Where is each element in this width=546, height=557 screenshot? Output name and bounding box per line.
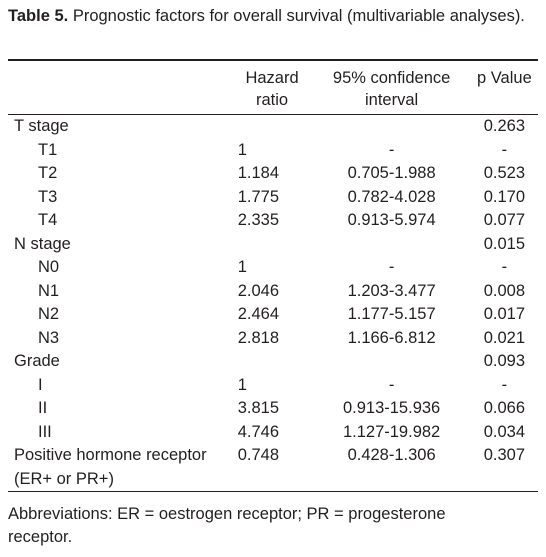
table-cell: - xyxy=(388,375,395,394)
table-cell: Grade xyxy=(8,350,232,374)
table-row: N1 2.046 1.203-3.477 0.008 xyxy=(8,280,538,304)
table-cell: 0.077 xyxy=(483,211,526,229)
table-cell xyxy=(312,115,470,139)
table-cell: 0.021 xyxy=(483,328,526,347)
table: Hazard ratio 95% confidence interval p V… xyxy=(8,59,538,492)
table-cell: T4 xyxy=(38,211,58,229)
table-cell: - xyxy=(501,140,508,159)
table-cell: 2.046 xyxy=(237,281,280,300)
table-cell: N stage xyxy=(8,233,232,257)
table-cell: 0.913-15.936 xyxy=(342,399,441,417)
table-cell: 1 xyxy=(237,375,247,394)
table-cell: T1 xyxy=(38,140,58,159)
table-cell xyxy=(312,350,470,374)
table-cell: T2 xyxy=(38,164,58,182)
table-cell xyxy=(312,233,470,257)
row-label: T stage xyxy=(14,117,69,135)
table-cell: 4.746 xyxy=(237,422,280,441)
table-cell: 1 xyxy=(237,258,247,276)
table-row: N stage 0.015 xyxy=(8,233,538,257)
table-cell: 1.203-3.477 xyxy=(347,281,436,300)
table-row: N3 2.818 1.166-6.812 0.021 xyxy=(8,327,538,351)
table-cell: 1.184 xyxy=(237,164,280,182)
caption-label: Table 5. xyxy=(8,7,69,25)
table-cell: 2.335 xyxy=(237,211,280,229)
table-cell xyxy=(232,350,313,374)
table-cell: II xyxy=(38,399,48,417)
table-cell: 0.034 xyxy=(483,422,526,441)
table-cell: - xyxy=(501,375,508,394)
table-cell: I xyxy=(38,375,43,394)
table-cell: Positive hormone receptor (ER+ or PR+) xyxy=(8,444,232,492)
table-cell: 0.782-4.028 xyxy=(347,187,436,206)
table-row: T3 1.775 0.782-4.028 0.170 xyxy=(8,186,538,210)
table-cell: N1 xyxy=(38,281,60,300)
table-cell: 0.170 xyxy=(483,187,526,206)
table-cell: 0.093 xyxy=(483,352,526,370)
row-label: Positive hormone receptor (ER+ or PR+) xyxy=(14,446,207,488)
table-cell: 1.775 xyxy=(237,187,280,206)
table-cell: 0.913-5.974 xyxy=(347,211,436,229)
header-row: Hazard ratio 95% confidence interval p V… xyxy=(8,60,538,115)
caption-text: Prognostic factors for overall survival … xyxy=(72,7,525,25)
table-cell: 1.177-5.157 xyxy=(347,305,436,323)
table-cell: 0.263 xyxy=(483,117,526,135)
table-row: T1 1 - - xyxy=(8,139,538,163)
table-cell: 0.705-1.988 xyxy=(347,164,436,182)
table-row: T2 1.184 0.705-1.988 0.523 xyxy=(8,162,538,186)
row-label: Grade xyxy=(14,352,60,370)
table-cell: 0.523 xyxy=(483,164,526,182)
table-cell: T3 xyxy=(38,187,58,206)
table-row: I 1 - - xyxy=(8,374,538,398)
table-cell: 2.818 xyxy=(237,328,280,347)
table-cell: 0.428-1.306 xyxy=(347,446,436,464)
table-cell: N2 xyxy=(38,305,60,323)
table-row: T4 2.335 0.913-5.974 0.077 xyxy=(8,209,538,233)
table-cell: - xyxy=(388,140,395,159)
table-row: Positive hormone receptor (ER+ or PR+) 0.… xyxy=(8,444,538,492)
table-cell: N0 xyxy=(38,258,60,276)
footnote: Abbreviations: ER = oestrogen receptor; … xyxy=(8,505,446,546)
table-row: N2 2.464 1.177-5.157 0.017 xyxy=(8,303,538,327)
header-cell xyxy=(8,60,232,115)
header-text: Hazard ratio xyxy=(245,69,299,109)
table-cell: III xyxy=(38,422,52,441)
table-cell: - xyxy=(388,258,395,276)
table-cell: 0.307 xyxy=(483,446,526,464)
header-text: 95% confidence interval xyxy=(332,69,451,109)
table-row: Grade 0.093 xyxy=(8,350,538,374)
table-cell: 1.166-6.812 xyxy=(347,328,436,347)
table-caption: Table 5. Prognostic factors for overall … xyxy=(8,6,538,27)
table-cell: 0.748 xyxy=(237,446,280,464)
table-row: II 3.815 0.913-15.936 0.066 xyxy=(8,397,538,421)
table-cell: 1.127-19.982 xyxy=(342,422,441,441)
table-cell: 2.464 xyxy=(237,305,280,323)
table-cell: 1 xyxy=(237,140,247,159)
table-cell: 0.015 xyxy=(483,234,526,253)
table-cell: 3.815 xyxy=(237,399,280,417)
table-cell: - xyxy=(501,258,508,276)
header-cell: 95% confidence interval xyxy=(312,60,471,115)
header-cell: Hazard ratio xyxy=(231,60,313,115)
table-cell xyxy=(232,115,313,139)
row-label: N stage xyxy=(14,234,71,253)
table-cell: T stage xyxy=(8,115,232,139)
table-cell: 0.008 xyxy=(483,281,526,300)
table-cell: 0.066 xyxy=(483,399,526,417)
table-row: T stage 0.263 xyxy=(8,115,538,139)
table-row: N0 1 - - xyxy=(8,256,538,280)
table-row: III 4.746 1.127-19.982 0.034 xyxy=(8,421,538,445)
table-cell: 0.017 xyxy=(483,305,526,323)
table-cell xyxy=(232,233,313,257)
table-cell: N3 xyxy=(38,328,60,347)
header-cell: p Value xyxy=(470,60,538,115)
